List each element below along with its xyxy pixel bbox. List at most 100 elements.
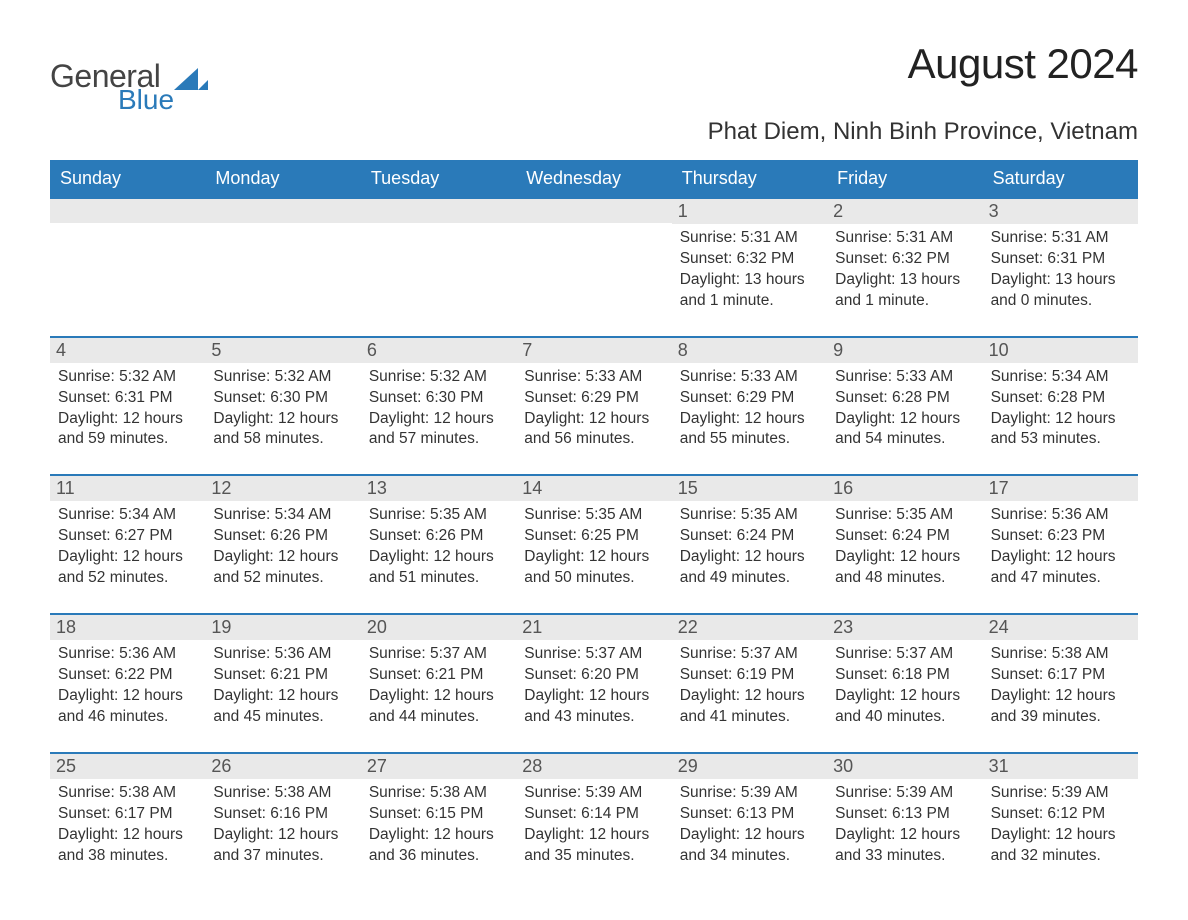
day-number	[50, 199, 205, 223]
day-detail: Sunrise: 5:31 AMSunset: 6:32 PMDaylight:…	[835, 228, 974, 312]
day-detail: Sunrise: 5:32 AMSunset: 6:30 PMDaylight:…	[213, 367, 352, 451]
day-cell: 17 Sunrise: 5:36 AMSunset: 6:23 PMDayligh…	[983, 476, 1138, 613]
day-cell: 5 Sunrise: 5:32 AMSunset: 6:30 PMDaylight…	[205, 338, 360, 475]
day-number: 7	[516, 338, 671, 363]
day-detail: Sunrise: 5:31 AMSunset: 6:31 PMDaylight:…	[991, 228, 1130, 312]
day-detail: Sunrise: 5:39 AMSunset: 6:13 PMDaylight:…	[835, 783, 974, 867]
dow-label: Monday	[205, 160, 360, 199]
day-cell: 9 Sunrise: 5:33 AMSunset: 6:28 PMDaylight…	[827, 338, 982, 475]
dow-label: Wednesday	[516, 160, 671, 199]
day-cell: 21 Sunrise: 5:37 AMSunset: 6:20 PMDayligh…	[516, 615, 671, 752]
day-detail: Sunrise: 5:35 AMSunset: 6:24 PMDaylight:…	[835, 505, 974, 589]
day-detail: Sunrise: 5:39 AMSunset: 6:13 PMDaylight:…	[680, 783, 819, 867]
day-detail: Sunrise: 5:37 AMSunset: 6:19 PMDaylight:…	[680, 644, 819, 728]
day-cell: 10 Sunrise: 5:34 AMSunset: 6:28 PMDayligh…	[983, 338, 1138, 475]
day-number	[205, 199, 360, 223]
day-cell: 13 Sunrise: 5:35 AMSunset: 6:26 PMDayligh…	[361, 476, 516, 613]
day-detail: Sunrise: 5:32 AMSunset: 6:30 PMDaylight:…	[369, 367, 508, 451]
day-detail: Sunrise: 5:32 AMSunset: 6:31 PMDaylight:…	[58, 367, 197, 451]
day-cell	[516, 199, 671, 336]
day-cell: 2 Sunrise: 5:31 AMSunset: 6:32 PMDaylight…	[827, 199, 982, 336]
day-number: 29	[672, 754, 827, 779]
dow-label: Friday	[827, 160, 982, 199]
day-number: 1	[672, 199, 827, 224]
day-detail: Sunrise: 5:37 AMSunset: 6:21 PMDaylight:…	[369, 644, 508, 728]
dow-label: Thursday	[672, 160, 827, 199]
day-detail: Sunrise: 5:33 AMSunset: 6:29 PMDaylight:…	[680, 367, 819, 451]
day-number: 21	[516, 615, 671, 640]
day-detail: Sunrise: 5:39 AMSunset: 6:14 PMDaylight:…	[524, 783, 663, 867]
logo-triangle-icon	[174, 68, 208, 90]
day-detail: Sunrise: 5:35 AMSunset: 6:26 PMDaylight:…	[369, 505, 508, 589]
day-number: 12	[205, 476, 360, 501]
day-number	[361, 199, 516, 223]
day-number: 23	[827, 615, 982, 640]
day-number: 13	[361, 476, 516, 501]
day-detail: Sunrise: 5:36 AMSunset: 6:23 PMDaylight:…	[991, 505, 1130, 589]
day-detail: Sunrise: 5:33 AMSunset: 6:28 PMDaylight:…	[835, 367, 974, 451]
dow-label: Saturday	[983, 160, 1138, 199]
day-detail: Sunrise: 5:39 AMSunset: 6:12 PMDaylight:…	[991, 783, 1130, 867]
day-detail: Sunrise: 5:36 AMSunset: 6:21 PMDaylight:…	[213, 644, 352, 728]
day-number: 14	[516, 476, 671, 501]
location-line: Phat Diem, Ninh Binh Province, Vietnam	[50, 118, 1138, 146]
day-detail: Sunrise: 5:34 AMSunset: 6:28 PMDaylight:…	[991, 367, 1130, 451]
day-cell: 26Sunrise: 5:38 AMSunset: 6:16 PMDayligh…	[205, 754, 360, 891]
dow-label: Tuesday	[361, 160, 516, 199]
day-cell: 27Sunrise: 5:38 AMSunset: 6:15 PMDayligh…	[361, 754, 516, 891]
day-number: 17	[983, 476, 1138, 501]
day-number: 22	[672, 615, 827, 640]
day-cell: 11 Sunrise: 5:34 AMSunset: 6:27 PMDayligh…	[50, 476, 205, 613]
day-cell: 15Sunrise: 5:35 AMSunset: 6:24 PMDayligh…	[672, 476, 827, 613]
logo-word-blue: Blue	[118, 86, 174, 114]
day-detail: Sunrise: 5:31 AMSunset: 6:32 PMDaylight:…	[680, 228, 819, 312]
day-detail: Sunrise: 5:34 AMSunset: 6:26 PMDaylight:…	[213, 505, 352, 589]
day-detail: Sunrise: 5:38 AMSunset: 6:15 PMDaylight:…	[369, 783, 508, 867]
day-cell: 28 Sunrise: 5:39 AMSunset: 6:14 PMDayligh…	[516, 754, 671, 891]
day-cell: 19 Sunrise: 5:36 AMSunset: 6:21 PMDayligh…	[205, 615, 360, 752]
day-cell: 25 Sunrise: 5:38 AMSunset: 6:17 PMDayligh…	[50, 754, 205, 891]
day-number: 11	[50, 476, 205, 501]
day-number: 16	[827, 476, 982, 501]
day-detail: Sunrise: 5:34 AMSunset: 6:27 PMDaylight:…	[58, 505, 197, 589]
day-cell: 29 Sunrise: 5:39 AMSunset: 6:13 PMDayligh…	[672, 754, 827, 891]
day-detail: Sunrise: 5:38 AMSunset: 6:17 PMDaylight:…	[58, 783, 197, 867]
day-detail: Sunrise: 5:36 AMSunset: 6:22 PMDaylight:…	[58, 644, 197, 728]
day-detail: Sunrise: 5:38 AMSunset: 6:16 PMDaylight:…	[213, 783, 352, 867]
day-number: 20	[361, 615, 516, 640]
week-row: 11 Sunrise: 5:34 AMSunset: 6:27 PMDayligh…	[50, 474, 1138, 613]
day-detail: Sunrise: 5:35 AMSunset: 6:25 PMDaylight:…	[524, 505, 663, 589]
day-cell: 31 Sunrise: 5:39 AMSunset: 6:12 PMDayligh…	[983, 754, 1138, 891]
day-cell: 30 Sunrise: 5:39 AMSunset: 6:13 PMDayligh…	[827, 754, 982, 891]
day-number: 9	[827, 338, 982, 363]
day-cell: 8Sunrise: 5:33 AMSunset: 6:29 PMDaylight…	[672, 338, 827, 475]
day-number: 28	[516, 754, 671, 779]
day-number: 30	[827, 754, 982, 779]
day-detail: Sunrise: 5:37 AMSunset: 6:20 PMDaylight:…	[524, 644, 663, 728]
day-number: 6	[361, 338, 516, 363]
day-cell: 22 Sunrise: 5:37 AMSunset: 6:19 PMDayligh…	[672, 615, 827, 752]
day-detail: Sunrise: 5:33 AMSunset: 6:29 PMDaylight:…	[524, 367, 663, 451]
day-cell: 24 Sunrise: 5:38 AMSunset: 6:17 PMDayligh…	[983, 615, 1138, 752]
day-number: 31	[983, 754, 1138, 779]
day-detail: Sunrise: 5:35 AMSunset: 6:24 PMDaylight:…	[680, 505, 819, 589]
day-number: 25	[50, 754, 205, 779]
day-cell: 23Sunrise: 5:37 AMSunset: 6:18 PMDayligh…	[827, 615, 982, 752]
day-number: 2	[827, 199, 982, 224]
day-number: 10	[983, 338, 1138, 363]
day-cell: 18Sunrise: 5:36 AMSunset: 6:22 PMDayligh…	[50, 615, 205, 752]
day-number: 5	[205, 338, 360, 363]
day-number: 4	[50, 338, 205, 363]
week-row: 4 Sunrise: 5:32 AMSunset: 6:31 PMDaylight…	[50, 336, 1138, 475]
day-number: 19	[205, 615, 360, 640]
day-cell	[50, 199, 205, 336]
day-detail: Sunrise: 5:38 AMSunset: 6:17 PMDaylight:…	[991, 644, 1130, 728]
page-title: August 2024	[908, 40, 1138, 88]
day-cell	[205, 199, 360, 336]
day-number: 24	[983, 615, 1138, 640]
day-cell: 1 Sunrise: 5:31 AMSunset: 6:32 PMDaylight…	[672, 199, 827, 336]
week-row: 1 Sunrise: 5:31 AMSunset: 6:32 PMDaylight…	[50, 199, 1138, 336]
day-cell: 20 Sunrise: 5:37 AMSunset: 6:21 PMDayligh…	[361, 615, 516, 752]
day-cell	[361, 199, 516, 336]
day-cell: 16 Sunrise: 5:35 AMSunset: 6:24 PMDayligh…	[827, 476, 982, 613]
